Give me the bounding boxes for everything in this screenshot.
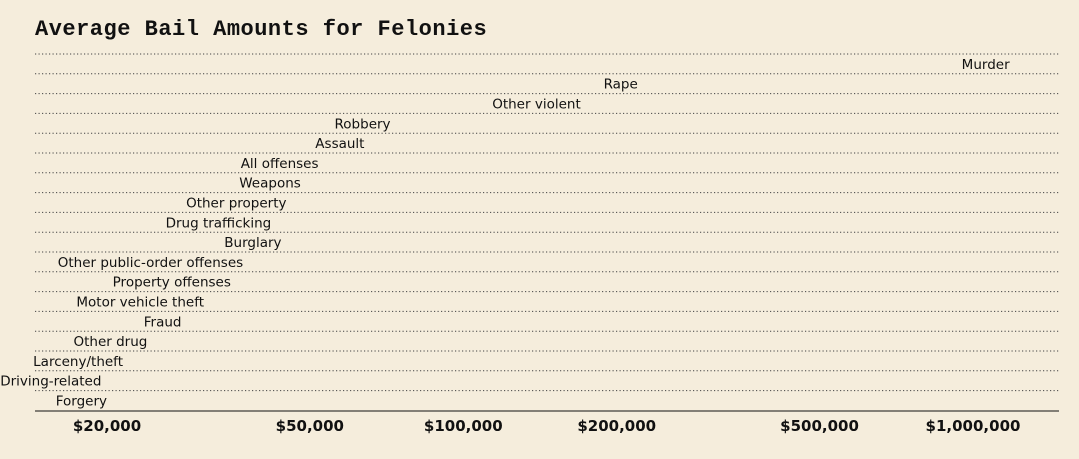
- data-point-label: Property offenses: [113, 275, 231, 291]
- x-tick-label: $100,000: [424, 417, 503, 435]
- x-tick-label: $50,000: [276, 417, 344, 435]
- data-point-label: Other property: [186, 196, 286, 212]
- data-point-label: Weapons: [239, 176, 301, 192]
- data-point-label: Rape: [604, 77, 638, 93]
- data-point-label: Other public-order offenses: [58, 255, 243, 271]
- data-point-label: Drug trafficking: [166, 215, 272, 231]
- data-point-label: All offenses: [241, 156, 319, 172]
- data-point-label: Murder: [962, 57, 1010, 73]
- data-point-label: Burglary: [224, 235, 281, 251]
- data-point-label: Motor vehicle theft: [76, 295, 204, 311]
- category-rows: Murder Rape Other violent Robbery Assault All…: [0, 53, 1059, 410]
- data-point-label: Larceny/theft: [33, 354, 123, 370]
- data-point-label: Driving-related: [0, 374, 101, 390]
- data-point-label: Other violent: [492, 97, 581, 113]
- chart-title: Average Bail Amounts for Felonies: [35, 17, 488, 42]
- x-tick-label: $20,000: [73, 417, 141, 435]
- data-point-label: Assault: [315, 136, 364, 152]
- x-axis-ticks: $20,000 $50,000 $100,000 $200,000 $500,000 $1…: [73, 417, 1021, 435]
- data-point-label: Robbery: [335, 116, 391, 132]
- x-tick-label: $200,000: [577, 417, 656, 435]
- x-tick-label: $500,000: [780, 417, 859, 435]
- data-point-label: Forgery: [56, 394, 107, 410]
- data-point-label: Other drug: [73, 334, 147, 350]
- data-point-label: Fraud: [144, 314, 182, 330]
- x-tick-label: $1,000,000: [926, 417, 1021, 435]
